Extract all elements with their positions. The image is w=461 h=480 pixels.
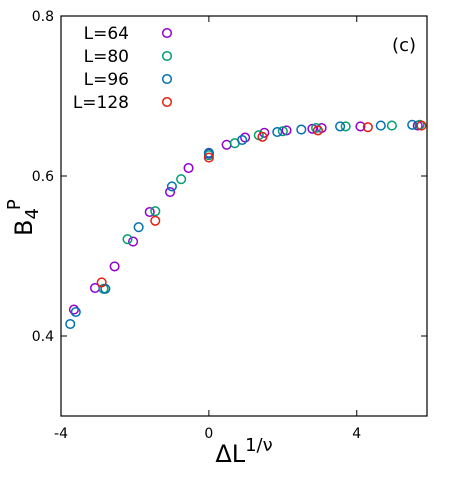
data-point — [355, 121, 366, 132]
data-point — [257, 131, 268, 142]
x-axis-title-superscript: 1/ν — [245, 435, 273, 456]
data-point — [70, 306, 81, 318]
x-tick-label: 4 — [352, 426, 361, 442]
data-point — [96, 277, 107, 288]
data-point — [221, 139, 232, 150]
data-point — [150, 215, 161, 226]
data-point — [362, 122, 373, 133]
y-axis-title: B4P — [4, 199, 43, 236]
data-points — [65, 119, 427, 330]
y-tick-label: 0.8 — [32, 9, 54, 25]
y-tick-label: 0.6 — [32, 169, 54, 185]
data-point — [335, 121, 346, 132]
x-axis-title-main: ΔL — [215, 440, 245, 468]
plot-frame — [60, 15, 428, 417]
data-point — [122, 234, 133, 245]
x-axis-title: ΔL1/ν — [215, 435, 272, 468]
y-tick-label: 0.4 — [32, 329, 54, 345]
y-axis-title-subscript: 4 — [22, 208, 43, 219]
data-point — [237, 134, 248, 146]
legend-label: L=96 — [84, 70, 129, 90]
legend-marker — [161, 73, 173, 85]
y-axis-title-superscript: P — [4, 199, 25, 210]
data-point — [375, 120, 386, 131]
axis-ticks — [60, 15, 427, 416]
data-point — [203, 152, 214, 163]
data-point — [133, 222, 144, 233]
legend-marker — [161, 96, 173, 108]
data-point — [183, 162, 194, 174]
data-point — [272, 126, 283, 138]
series-l-64 — [68, 120, 423, 315]
data-point — [281, 125, 292, 136]
data-point — [386, 120, 397, 131]
data-point — [166, 181, 177, 192]
data-point — [340, 121, 351, 132]
x-tick-label: -4 — [54, 426, 68, 442]
data-point — [144, 206, 155, 218]
series-l-96 — [65, 119, 418, 330]
legend-marker — [161, 50, 173, 62]
legend-label: L=64 — [84, 24, 129, 44]
data-point — [277, 126, 288, 137]
data-point — [165, 186, 176, 198]
data-point — [240, 132, 251, 143]
series-l-128 — [96, 120, 427, 288]
legend: L=64 L=80 L=96 L=128 — [73, 24, 173, 113]
data-point — [176, 174, 187, 185]
data-point — [128, 236, 139, 247]
data-point — [416, 120, 427, 131]
data-point — [312, 125, 323, 136]
tick-labels: -4 0 4 0.4 0.6 0.8 — [32, 9, 362, 442]
data-point — [109, 261, 120, 272]
legend-label: L=128 — [73, 93, 129, 113]
data-point — [65, 318, 76, 330]
data-point — [68, 304, 79, 315]
data-point — [203, 147, 214, 158]
data-point — [311, 122, 322, 134]
panel-label: (c) — [392, 35, 416, 56]
x-tick-label: 0 — [204, 426, 213, 442]
data-point — [150, 206, 161, 217]
y-axis-title-main: B — [10, 220, 38, 236]
data-point — [296, 124, 307, 135]
legend-marker — [161, 27, 173, 39]
series-l-80 — [98, 119, 425, 294]
legend-label: L=80 — [84, 47, 129, 67]
